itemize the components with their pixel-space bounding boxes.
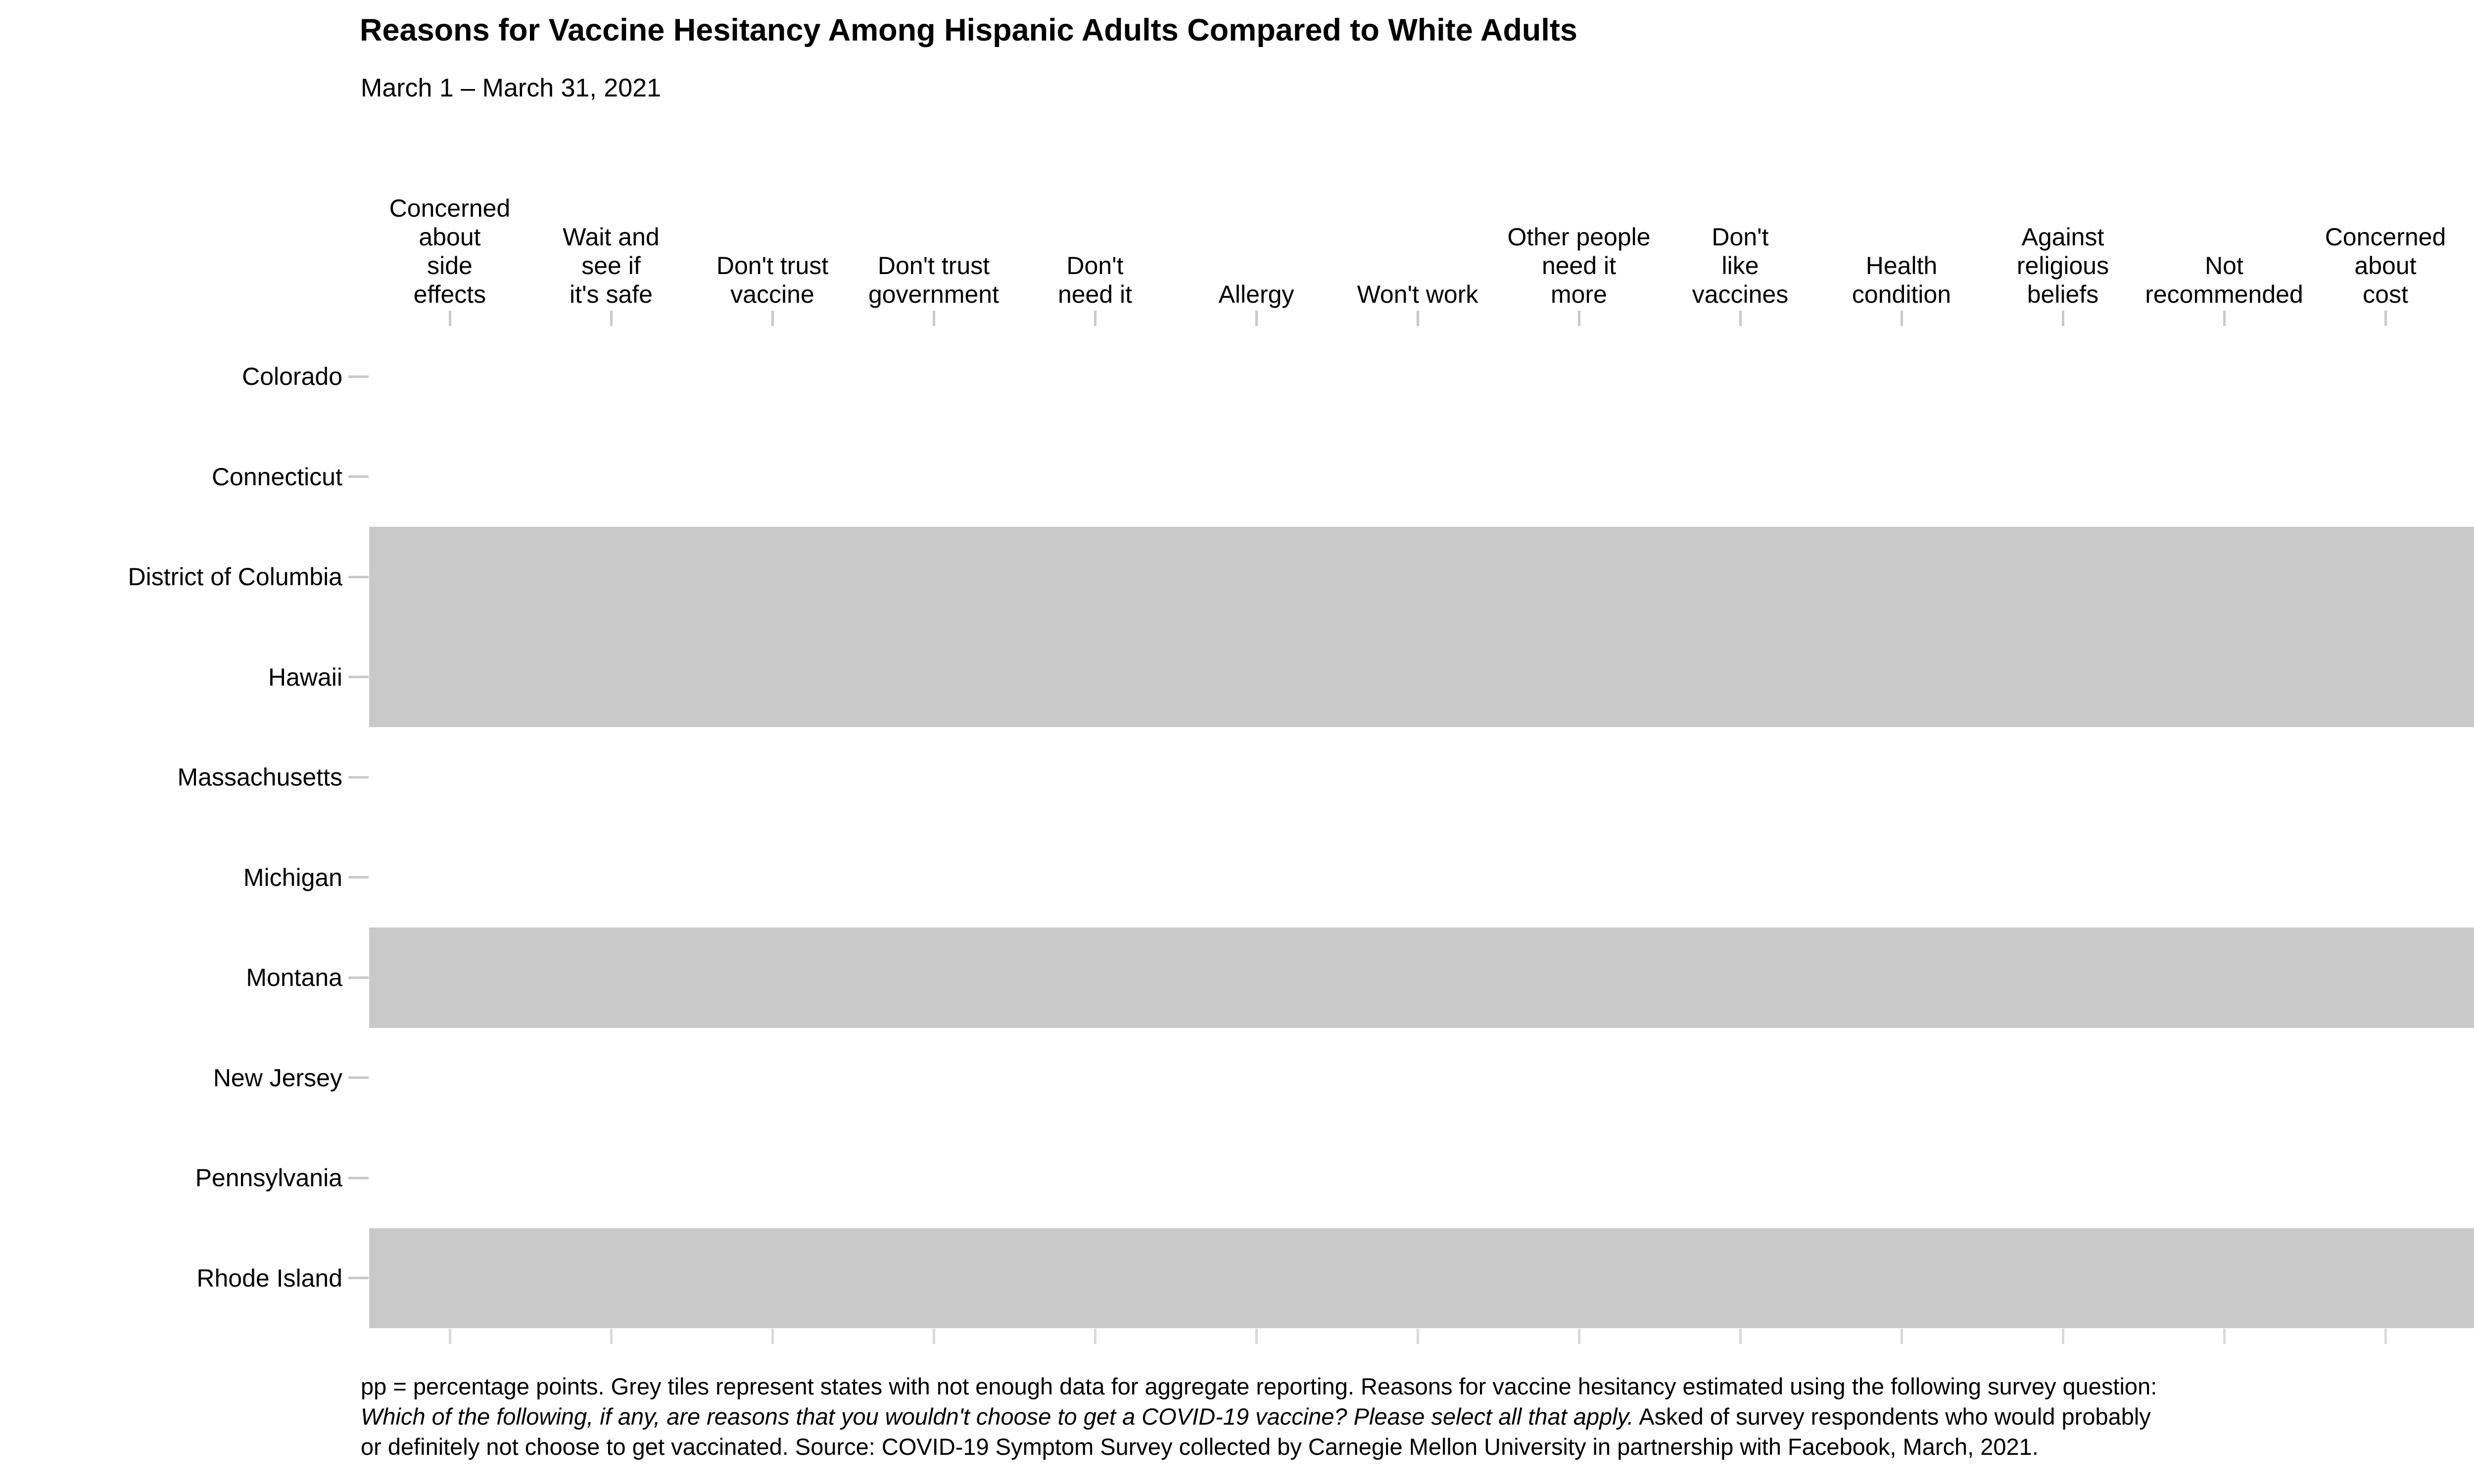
- row-label: Montana: [246, 964, 342, 992]
- chart-subtitle: March 1 – March 31, 2021: [361, 74, 661, 102]
- row-label: New Jersey: [213, 1064, 342, 1092]
- column-tick-bottom: [2223, 1329, 2226, 1344]
- column-tick-top: [448, 311, 451, 326]
- column-tick-bottom: [448, 1329, 451, 1344]
- footnote-line-2: Which of the following, if any, are reas…: [361, 1401, 2157, 1432]
- row-label: Michigan: [243, 863, 342, 891]
- chart-title: Reasons for Vaccine Hesitancy Among Hisp…: [360, 13, 1577, 47]
- column-tick-bottom: [1094, 1329, 1096, 1344]
- row-labels: Colorado Connecticut District of Columbia H…: [0, 326, 342, 1328]
- column-tick-top: [2061, 311, 2064, 326]
- column-header: Not recommended: [2145, 252, 2303, 308]
- row-tick-left: [348, 676, 369, 679]
- column-tick-bottom: [932, 1329, 935, 1344]
- column-tick-top: [1739, 311, 1742, 326]
- column-header: Don't trust vaccine: [716, 252, 829, 308]
- footnote: pp = percentage points. Grey tiles repre…: [361, 1371, 2157, 1462]
- column-tick-top: [1416, 311, 1419, 326]
- column-header: Pregnancy: [2466, 280, 2474, 310]
- column-tick-bottom: [2384, 1329, 2387, 1344]
- row-tick-left: [348, 1277, 369, 1280]
- column-header: Don't trust government: [868, 252, 999, 308]
- column-tick-top: [771, 311, 774, 326]
- row-label: Colorado: [242, 363, 342, 391]
- column-tick-top: [932, 311, 935, 326]
- row-label: Hawaii: [268, 663, 342, 691]
- heatmap-missing-band: [369, 1228, 2474, 1328]
- column-header: Concerned about cost: [2325, 223, 2446, 308]
- column-tick-top: [1094, 311, 1096, 326]
- row-label: Rhode Island: [196, 1264, 342, 1292]
- column-header: Concerned about side effects: [389, 194, 511, 308]
- heatmap-grid: [369, 326, 2474, 1328]
- column-tick-bottom: [1577, 1329, 1580, 1344]
- row-tick-left: [348, 1176, 369, 1179]
- column-tick-bottom: [2061, 1329, 2064, 1344]
- column-tick-top: [610, 311, 613, 326]
- column-header: Against religious beliefs: [2016, 223, 2109, 308]
- column-tick-top: [2384, 311, 2387, 326]
- row-tick-left: [348, 876, 369, 879]
- column-tick-top: [2223, 311, 2226, 326]
- row-tick-left: [348, 1076, 369, 1079]
- footnote-line-2-rest: Asked of survey respondents who would pr…: [1633, 1403, 2151, 1430]
- row-tick-left: [348, 575, 369, 578]
- column-header: Wait and see if it's safe: [563, 223, 660, 308]
- column-tick-bottom: [771, 1329, 774, 1344]
- heatmap-missing-band: [369, 627, 2474, 727]
- column-tick-top: [1577, 311, 1580, 326]
- column-tick-bottom: [610, 1329, 613, 1344]
- column-tick-top: [1255, 311, 1258, 326]
- row-tick-left: [348, 976, 369, 979]
- column-header: Don't need it: [1057, 252, 1133, 308]
- row-tick-left: [348, 475, 369, 478]
- column-header: Other people need it more: [1507, 223, 1651, 308]
- column-tick-bottom: [1739, 1329, 1742, 1344]
- row-label: Pennsylvania: [195, 1164, 342, 1192]
- column-tick-bottom: [1255, 1329, 1258, 1344]
- column-header: Health condition: [1852, 252, 1951, 308]
- column-tick-bottom: [1416, 1329, 1419, 1344]
- column-header: Allergy: [1218, 280, 1294, 308]
- row-tick-left: [348, 375, 369, 378]
- row-label: Massachusetts: [177, 763, 342, 791]
- column-headers: Concerned about side effects Wait and see…: [369, 163, 2474, 310]
- column-header: Don't like vaccines: [1692, 223, 1789, 308]
- row-label: Connecticut: [211, 463, 342, 491]
- footnote-line-1: pp = percentage points. Grey tiles repre…: [361, 1373, 2157, 1399]
- heatmap-missing-band: [369, 928, 2474, 1028]
- footnote-line-3: or definitely not choose to get vaccinat…: [361, 1434, 2039, 1460]
- heatmap-missing-band: [369, 527, 2474, 627]
- column-tick-top: [1900, 311, 1903, 326]
- column-header: Won't work: [1357, 280, 1478, 308]
- footnote-survey-question: Which of the following, if any, are reas…: [361, 1403, 1634, 1430]
- row-label: District of Columbia: [128, 563, 342, 591]
- row-tick-left: [348, 776, 369, 779]
- column-tick-bottom: [1900, 1329, 1903, 1344]
